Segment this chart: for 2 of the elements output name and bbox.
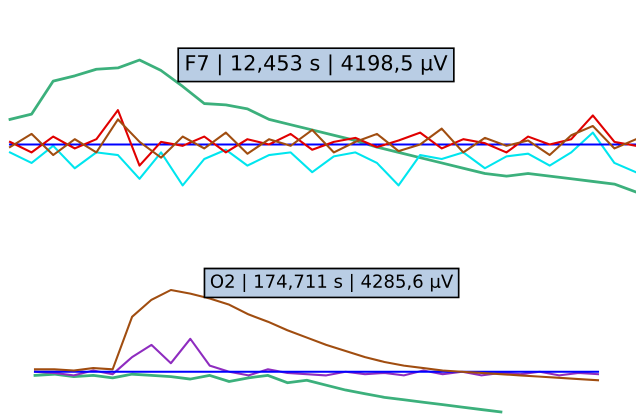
- annotation: F7 | 12,453 s | 4198,5 µV: [186, 54, 448, 76]
- annotation: O2 | 174,711 s | 4285,6 µV: [210, 274, 454, 292]
